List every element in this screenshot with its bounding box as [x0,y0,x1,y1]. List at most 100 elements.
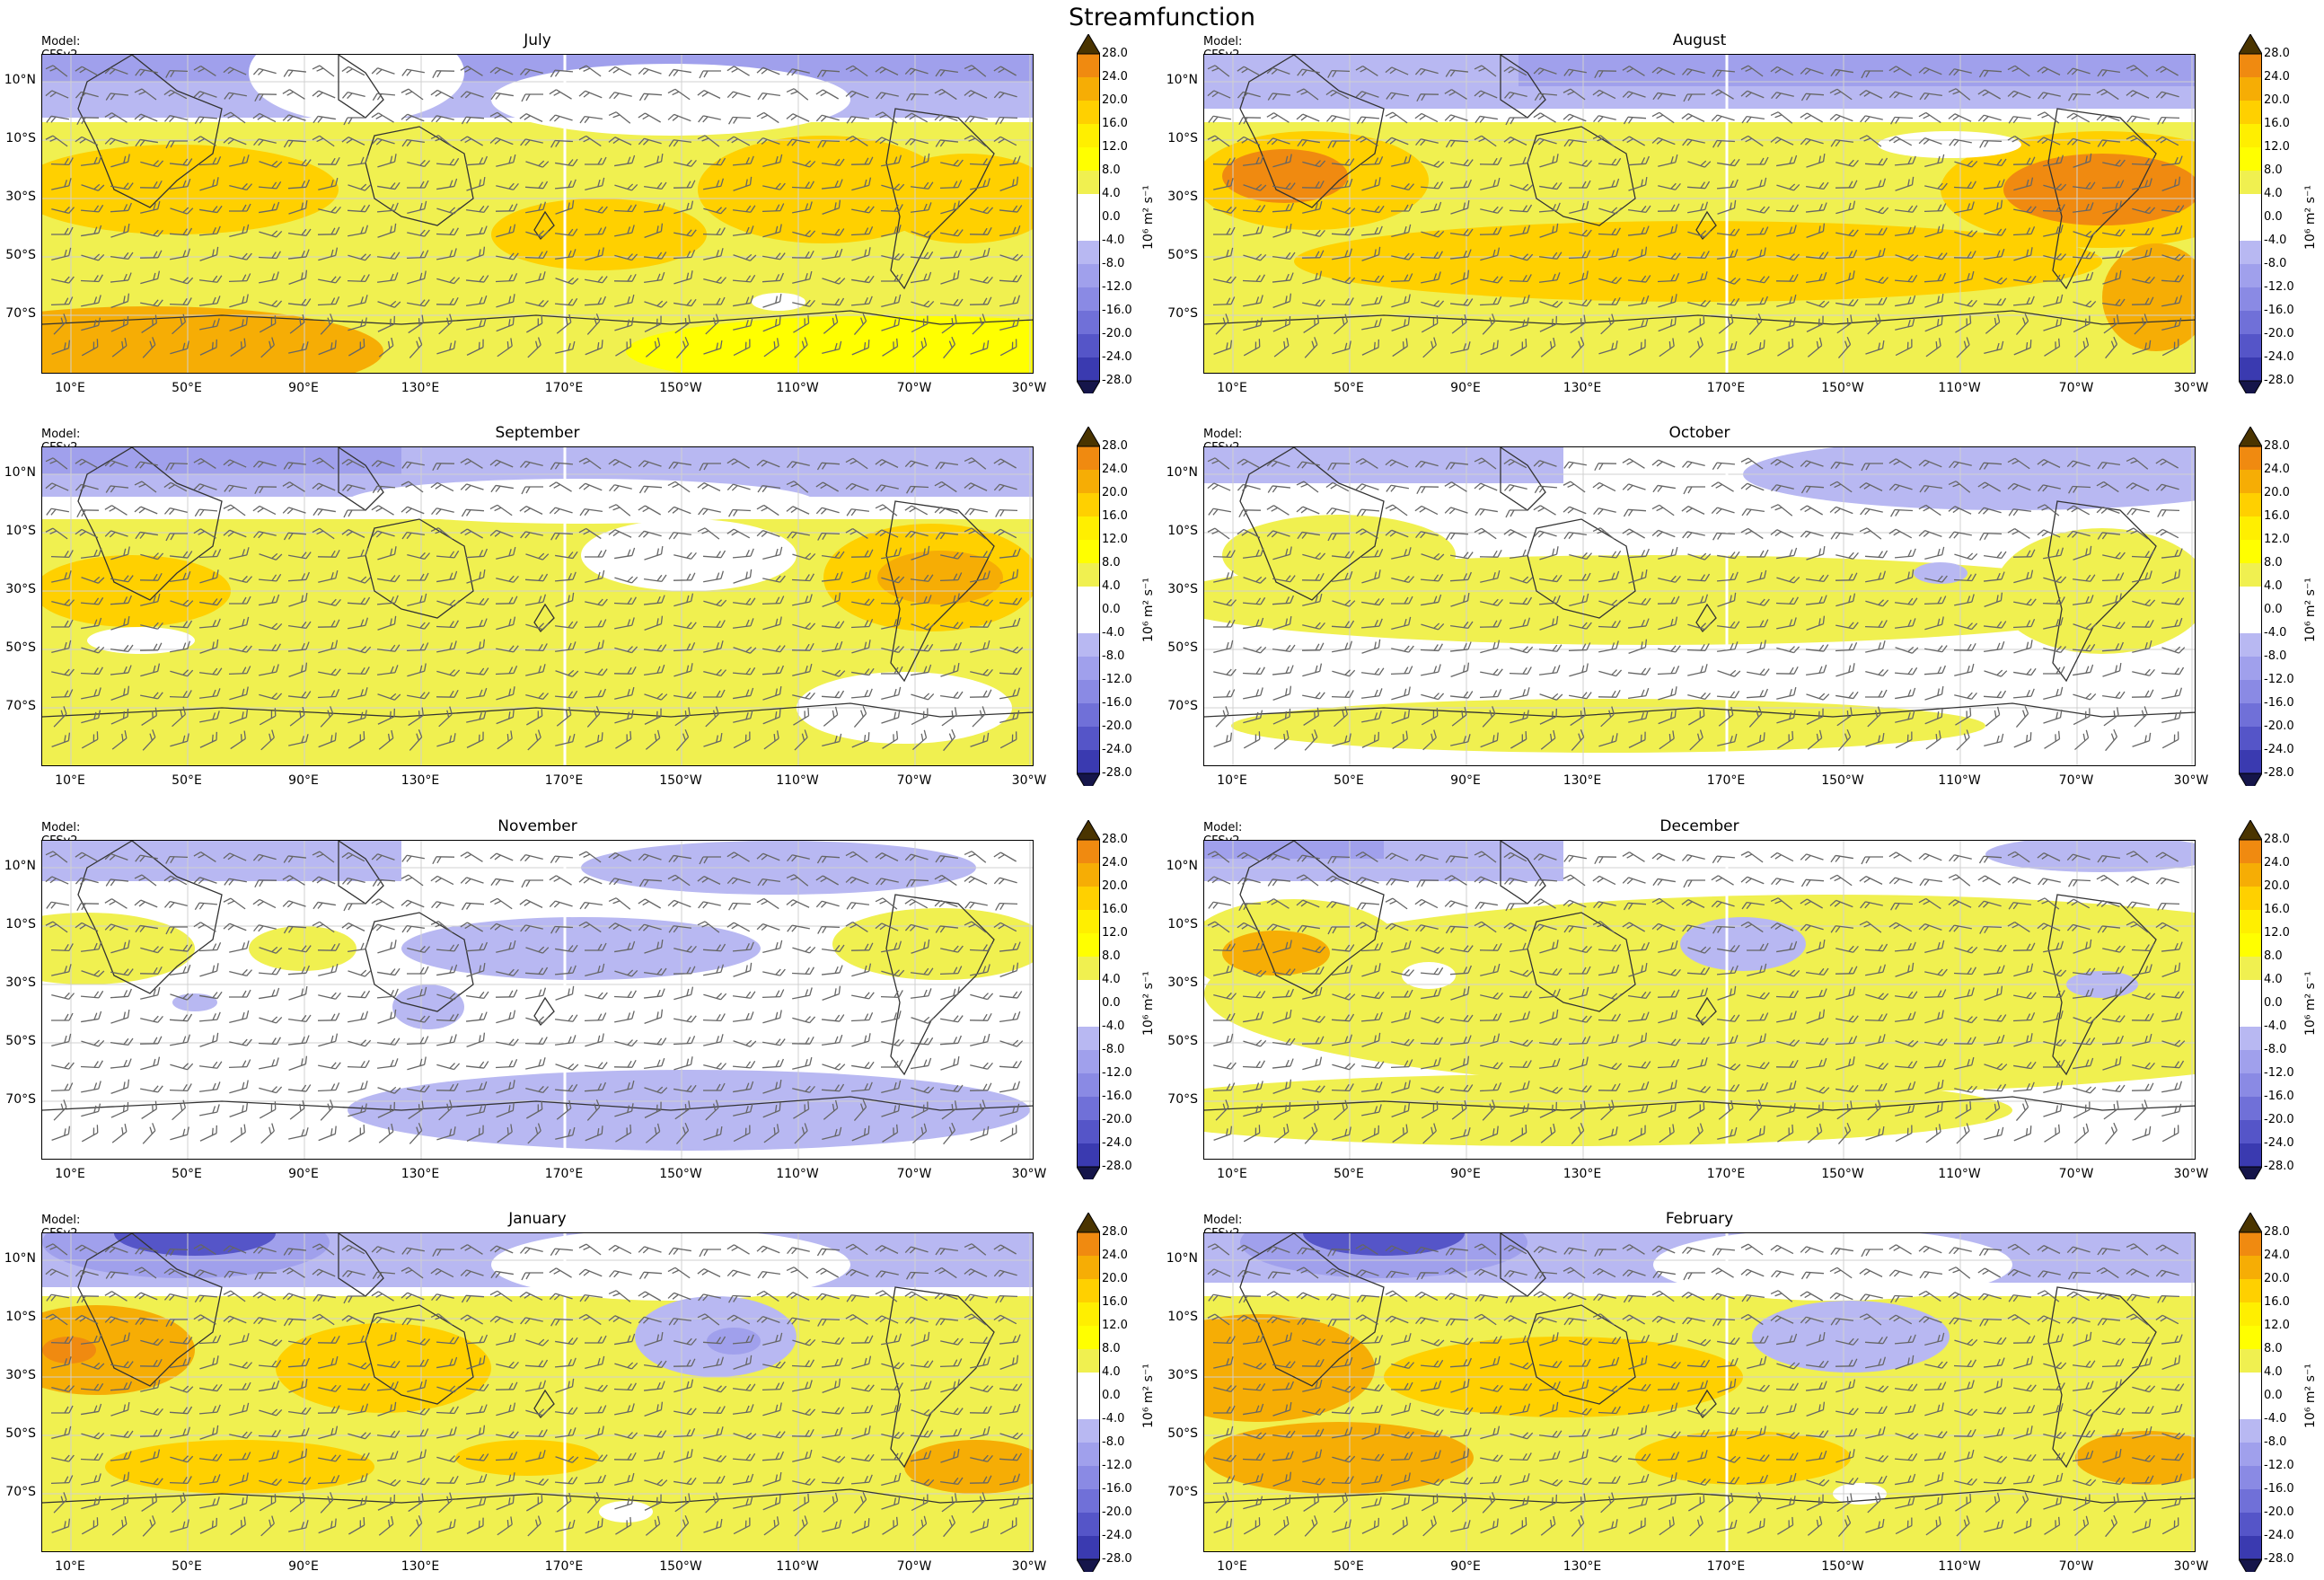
wind-barb [1627,275,1651,283]
wind-barb [495,1059,518,1069]
wind-barb [2073,693,2097,701]
wind-barb [1510,1333,1531,1346]
wind-barb [1242,1452,1265,1461]
colorbar-tick-label: -20.0 [2264,1505,2294,1519]
wind-barb [401,1317,425,1326]
wind-barb [134,1267,157,1279]
wind-barb [2043,666,2065,675]
wind-barb [288,1448,308,1464]
wind-barb [817,926,841,934]
wind-barb [1569,159,1593,168]
wind-barb [407,1085,430,1093]
wind-barb [1450,552,1474,560]
wind-barb [1213,1426,1234,1440]
wind-barb [1243,731,1261,749]
wind-barb [762,182,786,190]
wind-barb [1894,1452,1918,1461]
colorbar-swatch [1077,77,1100,101]
wind-barb [313,508,336,516]
colorbar-tick-label: -24.0 [2264,350,2294,364]
wind-barb [761,665,785,675]
wind-barb [1361,1104,1382,1117]
wind-barb [733,1081,754,1093]
lon-tick-label: 70°W [896,1167,932,1181]
wind-barb [1622,877,1646,885]
wind-barb [80,1382,104,1391]
wind-barb [1746,1081,1769,1092]
wind-barb [1482,1099,1496,1121]
lon-tick-label: 90°E [288,773,319,788]
wind-barb [703,296,726,305]
wind-barb [2131,226,2154,235]
wind-barb [407,1478,430,1486]
wind-barb [1740,457,1764,470]
wind-barb [1390,666,1413,675]
wind-barb [1361,205,1385,214]
wind-barb [969,1405,992,1414]
contour-fill [42,1305,195,1395]
wind-barb [193,922,216,932]
wind-barb [674,1100,691,1120]
wind-barb [1213,1033,1234,1047]
wind-barb [1451,706,1467,727]
wind-barb [1717,1378,1737,1393]
wind-barb [702,1013,726,1021]
wind-barb [880,204,903,212]
wind-barb [638,67,662,75]
wind-barb [1569,593,1589,607]
wind-barb [1682,531,1705,539]
wind-barb [1895,687,1916,700]
wind-barb [1332,1385,1356,1393]
wind-barb [343,117,365,126]
colorbar-swatch [1077,1097,1100,1120]
wind-barb [1422,1515,1437,1537]
wind-barb [495,273,518,283]
wind-barb [461,508,485,517]
wind-barb [876,92,899,100]
wind-barb [465,667,489,675]
wind-barb [1301,180,1325,189]
wind-barb [1296,481,1319,493]
wind-barb [1924,1010,1944,1024]
wind-barb [1628,597,1651,606]
wind-barb [1954,270,1975,284]
wind-barb [288,945,312,953]
wind-barb [2073,545,2092,561]
wind-barb [140,270,161,285]
wind-barb [377,708,395,725]
wind-barb [199,1383,223,1392]
wind-barb [579,901,603,910]
wind-barb [608,458,632,469]
wind-barb [705,706,719,728]
wind-barb [436,157,460,166]
colorbar-swatch [2239,750,2262,773]
wind-barb [1503,66,1527,76]
wind-barb [645,1123,661,1143]
colorbar-swatch [2239,957,2262,980]
wind-barb [1686,967,1711,975]
colorbar-tick-label: -28.0 [2264,374,2294,387]
wind-barb [1266,898,1290,909]
wind-barb [2102,1084,2126,1093]
wind-barb [1711,900,1735,908]
wind-barb [2161,666,2185,675]
wind-barb [489,1290,513,1302]
wind-barb [815,900,840,908]
lat-tick-label: 30°S [1167,190,1198,204]
wind-barb [851,1426,871,1440]
wind-barb [1208,115,1231,123]
wind-barb [970,993,994,1001]
colorbar-swatch [1077,311,1100,334]
lon-tick-label: 90°E [1450,1167,1481,1181]
wind-barb [172,706,187,728]
wind-barb [282,900,306,908]
wind-barb [1977,114,2002,122]
wind-barb [972,1492,986,1514]
wind-barb [667,481,691,493]
wind-barb [1302,593,1323,606]
wind-barb [1865,1082,1888,1091]
colorbar-tick-label: 16.0 [1102,117,1128,130]
wind-barb [223,66,247,75]
wind-barb [1272,223,1292,238]
wind-barb [1860,1293,1883,1302]
